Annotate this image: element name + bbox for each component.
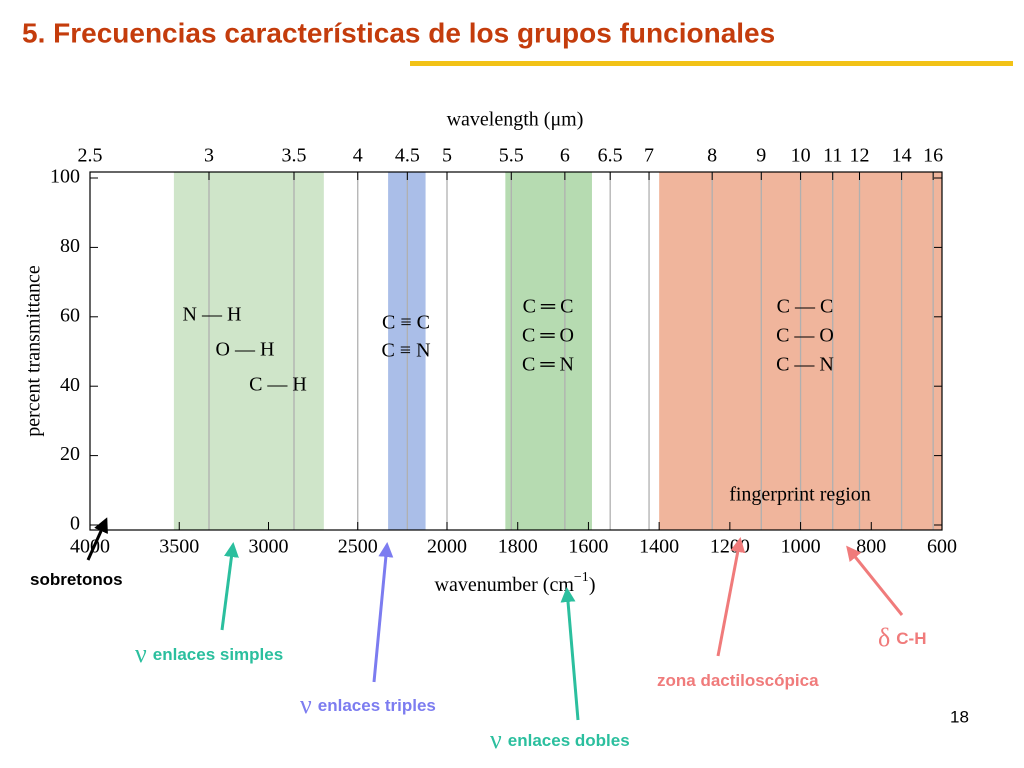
x-tick-label: 2500 xyxy=(338,536,378,558)
x2-tick-label: 3 xyxy=(204,145,214,167)
plot-frame xyxy=(89,171,943,531)
callout-label: sobretonos xyxy=(30,570,123,589)
x2-tick-label: 4 xyxy=(353,145,363,167)
x-axis-label: wavenumber (cm−1) xyxy=(435,570,596,595)
y-tick-label: 20 xyxy=(60,443,80,465)
x2-tick-label: 16 xyxy=(923,145,943,167)
bond-label: C ═ O xyxy=(522,325,574,347)
x-tick-label: 600 xyxy=(927,536,957,558)
slide-title: 5. Frecuencias características de los gr… xyxy=(22,17,775,48)
x-tick-label: 4000 xyxy=(70,536,110,558)
x2-tick-label: 5 xyxy=(442,145,452,167)
callout-label: δ C-H xyxy=(878,623,926,652)
y-tick-label: 0 xyxy=(70,513,80,535)
callout-symbol: ν xyxy=(300,690,312,719)
x2-tick-label: 7 xyxy=(644,145,654,167)
x-tick-label: 2000 xyxy=(427,536,467,558)
callout-label: zona dactiloscópica xyxy=(657,671,819,690)
x2-tick-label: 9 xyxy=(756,145,766,167)
x2-tick-label: 14 xyxy=(892,145,912,167)
callout-arrow xyxy=(220,542,239,631)
y-tick-label: 40 xyxy=(60,374,80,396)
x2-tick-label: 6 xyxy=(560,145,570,167)
callout-label: ν enlaces dobles xyxy=(490,725,630,754)
callout-text: enlaces dobles xyxy=(508,731,630,750)
callout-symbol: δ xyxy=(878,623,890,652)
bond-label: C ≡ C xyxy=(382,312,430,334)
x-tick-label: 1000 xyxy=(781,536,821,558)
bond-label: C ═ C xyxy=(523,296,574,318)
y-axis-label: percent transmittance xyxy=(23,265,45,437)
callout-arrow xyxy=(86,517,108,561)
callout-text: sobretonos xyxy=(30,570,123,589)
callout-label: ν enlaces triples xyxy=(300,690,436,719)
bond-label: O — H xyxy=(216,339,275,361)
y-tick-label: 100 xyxy=(50,166,80,188)
bond-label: N — H xyxy=(183,304,242,326)
x2-tick-label: 8 xyxy=(707,145,717,167)
x-tick-label: 1800 xyxy=(498,536,538,558)
x2-tick-label: 6.5 xyxy=(598,145,623,167)
x2-tick-label: 5.5 xyxy=(499,145,524,167)
x2-tick-label: 10 xyxy=(791,145,811,167)
callout-symbol: ν xyxy=(490,725,502,754)
bond-label: C ≡ N xyxy=(381,340,430,362)
y-tick-label: 80 xyxy=(60,235,80,257)
callout-label: ν enlaces simples xyxy=(135,639,283,668)
callout-arrow xyxy=(560,587,580,721)
x2-tick-label: 12 xyxy=(850,145,870,167)
span-annotation: fingerprint region xyxy=(729,484,871,506)
bond-label: C — C xyxy=(777,296,834,318)
callout-arrow xyxy=(372,542,394,683)
callout-text: enlaces triples xyxy=(318,696,436,715)
callout-arrow xyxy=(716,537,746,657)
callout-text: zona dactiloscópica xyxy=(657,671,819,690)
x-tick-label: 1200 xyxy=(710,536,750,558)
x-tick-label: 3500 xyxy=(159,536,199,558)
bond-label: C — O xyxy=(776,325,834,347)
callout-symbol: ν xyxy=(135,639,147,668)
span xyxy=(505,172,592,530)
y-tick-label: 60 xyxy=(60,304,80,326)
x-axis-label-sup: −1 xyxy=(574,570,589,585)
x2-tick-label: 4.5 xyxy=(395,145,420,167)
page-number: 18 xyxy=(950,707,969,726)
span xyxy=(173,172,324,530)
callout-text: C-H xyxy=(896,629,926,648)
title-underline xyxy=(410,61,1013,66)
x-axis-label-end: ) xyxy=(589,574,596,596)
callout-arrow xyxy=(846,545,904,616)
x-tick-label: 3000 xyxy=(249,536,289,558)
x-tick-label: 800 xyxy=(856,536,886,558)
bond-label: C ═ N xyxy=(522,354,574,376)
bond-label: C — N xyxy=(776,354,834,376)
callout-text: enlaces simples xyxy=(153,645,283,664)
bond-label: C — H xyxy=(249,374,307,396)
x2-axis-label: wavelength (μm) xyxy=(447,109,584,131)
x2-tick-label: 2.5 xyxy=(78,145,103,167)
x-tick-label: 1400 xyxy=(639,536,679,558)
x-axis-label-text: wavenumber (cm xyxy=(435,574,575,596)
x2-tick-label: 11 xyxy=(823,145,842,167)
x-tick-label: 1600 xyxy=(568,536,608,558)
x2-tick-label: 3.5 xyxy=(282,145,307,167)
